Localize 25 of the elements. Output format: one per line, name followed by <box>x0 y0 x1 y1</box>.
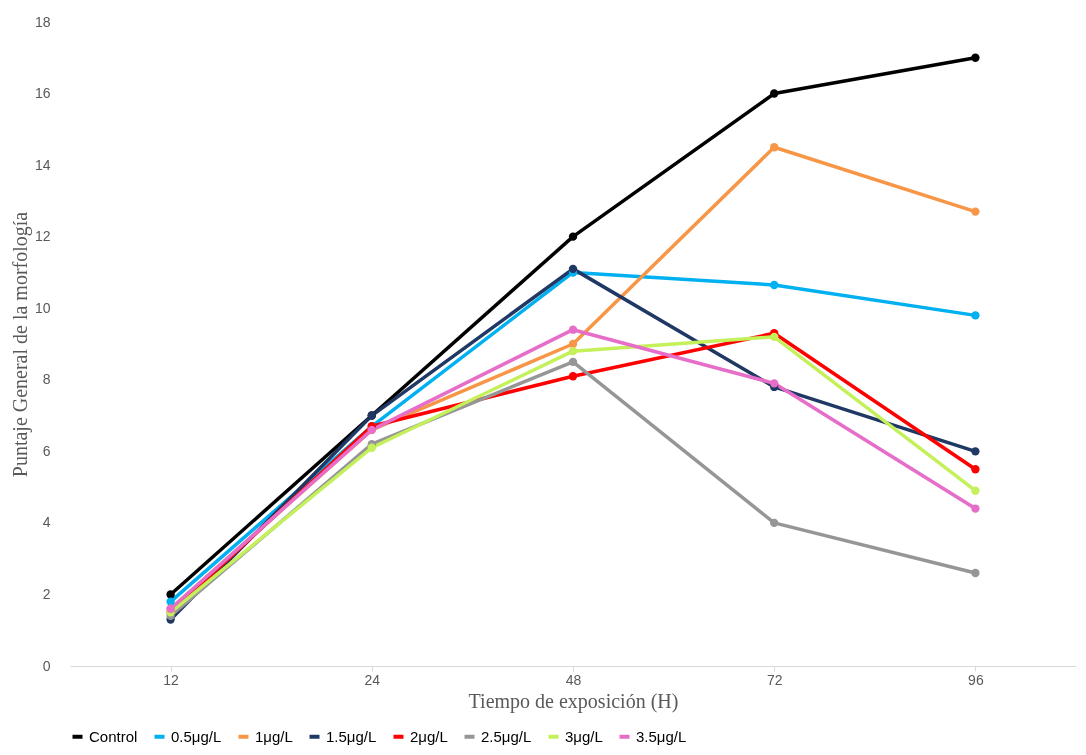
legend-label: 2.5μg/L <box>481 727 532 745</box>
legend-label: 2μg/L <box>410 727 448 745</box>
legend-label: 3.5μg/L <box>636 727 687 745</box>
y-tick-label: 14 <box>34 156 51 173</box>
legend-label: 0.5μg/L <box>171 727 222 745</box>
legend-label: 1μg/L <box>255 727 293 745</box>
legend-label: 1.5μg/L <box>326 727 377 745</box>
y-axis-title: Puntaje General de la morfología <box>8 211 32 478</box>
y-tick-label: 16 <box>34 85 51 102</box>
x-axis-title: Tiempo de exposición (H) <box>468 689 679 713</box>
y-tick-label: 12 <box>34 228 51 245</box>
y-tick-label: 0 <box>42 657 51 674</box>
y-tick-label: 10 <box>34 299 51 316</box>
y-tick-label: 8 <box>42 371 51 388</box>
x-tick-label: 12 <box>163 671 180 688</box>
legend-label: Control <box>89 727 138 745</box>
legend-label: 3μg/L <box>565 727 603 745</box>
y-tick-label: 6 <box>42 442 51 459</box>
y-tick-label: 2 <box>42 585 51 602</box>
x-tick-label: 96 <box>968 671 984 688</box>
x-tick-label: 72 <box>766 671 783 688</box>
x-tick-label: 24 <box>364 671 381 688</box>
y-tick-label: 18 <box>34 13 51 30</box>
x-tick-label: 48 <box>565 671 582 688</box>
y-tick-label: 4 <box>42 514 51 531</box>
